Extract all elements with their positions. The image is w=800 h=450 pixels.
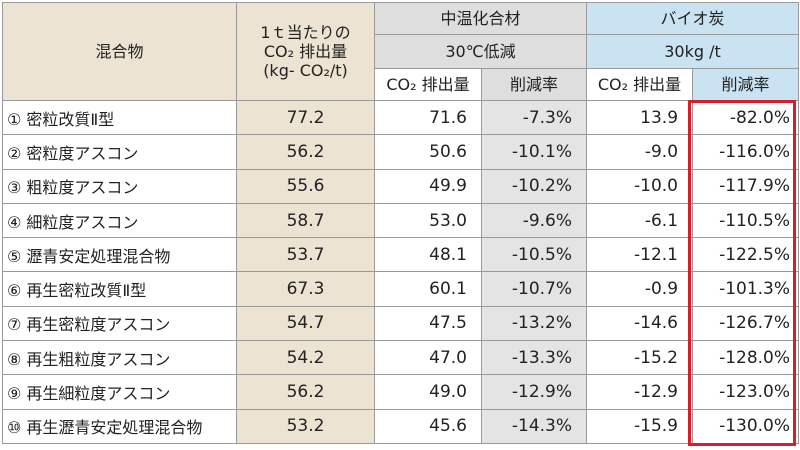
warm-co2: 49.0: [374, 374, 482, 410]
bio-rate: -123.0%: [692, 374, 800, 410]
warm-rate: -10.7%: [480, 271, 588, 307]
header-warm-rate: 削減率: [480, 68, 588, 101]
mixture-name: ⑧ 再生粗粒度アスコン: [2, 340, 237, 376]
bio-rate: -82.0%: [692, 99, 800, 136]
total-emission: 67.3: [236, 271, 375, 307]
bio-co2: -15.9: [586, 408, 694, 444]
mixture-name: ③ 粗粒度アスコン: [2, 168, 237, 204]
warm-co2: 45.6: [374, 408, 482, 444]
table-header: 混合物 1ｔ当たりの CO₂ 排出量 (kg- CO₂/t) 中温化合材 バイオ…: [2, 2, 800, 101]
header-per-ton-line1: 1ｔ当たりの: [260, 22, 351, 42]
warm-co2: 48.1: [374, 237, 482, 273]
header-bio-rate: 削減率: [692, 68, 800, 101]
bio-rate: -101.3%: [692, 271, 800, 307]
header-warm-mix-sub: 30℃低減: [373, 34, 588, 69]
header-per-ton-emission: 1ｔ当たりの CO₂ 排出量 (kg- CO₂/t): [236, 2, 375, 101]
bio-co2: 13.9: [586, 99, 694, 136]
total-emission: 58.7: [236, 202, 375, 239]
header-warm-mix: 中温化合材: [373, 2, 588, 35]
bio-co2: -15.2: [586, 340, 694, 376]
header-warm-co2: CO₂ 排出量: [374, 68, 482, 101]
bio-rate: -126.7%: [692, 305, 800, 342]
warm-rate: -9.6%: [480, 202, 588, 239]
header-biochar-sub: 30kg /t: [586, 34, 800, 69]
warm-co2: 47.5: [374, 305, 482, 342]
table-row: ⑤ 瀝青安定処理混合物 53.7 48.1 -10.5% -12.1 -122.…: [2, 237, 800, 273]
header-mixture: 混合物: [2, 2, 237, 101]
warm-rate: -10.1%: [480, 134, 588, 170]
warm-co2: 50.6: [374, 134, 482, 170]
warm-rate: -13.3%: [480, 340, 588, 376]
warm-rate: -12.9%: [480, 374, 588, 410]
bio-rate: -128.0%: [692, 340, 800, 376]
total-emission: 77.2: [236, 99, 375, 136]
mixture-name: ⑦ 再生密粒度アスコン: [2, 305, 237, 342]
total-emission: 53.2: [236, 408, 375, 444]
warm-co2: 60.1: [374, 271, 482, 307]
table-row: ⑥ 再生密粒改質Ⅱ型 67.3 60.1 -10.7% -0.9 -101.3%: [2, 271, 800, 307]
warm-co2: 49.9: [374, 168, 482, 204]
table-row: ④ 細粒度アスコン 58.7 53.0 -9.6% -6.1 -110.5%: [2, 202, 800, 239]
bio-co2: -12.9: [586, 374, 694, 410]
table-row: ① 密粒改質Ⅱ型 77.2 71.6 -7.3% 13.9 -82.0%: [2, 99, 800, 136]
warm-co2: 71.6: [374, 99, 482, 136]
header-per-ton-line2: CO₂ 排出量: [263, 41, 348, 61]
bio-co2: -12.1: [586, 237, 694, 273]
warm-rate: -14.3%: [480, 408, 588, 444]
bio-rate: -130.0%: [692, 408, 800, 444]
mixture-name: ⑨ 再生細粒度アスコン: [2, 374, 237, 410]
warm-rate: -7.3%: [480, 99, 588, 136]
bio-co2: -10.0: [586, 168, 694, 204]
warm-co2: 47.0: [374, 340, 482, 376]
header-per-ton-line3: (kg- CO₂/t): [263, 61, 348, 81]
mixture-name: ⑥ 再生密粒改質Ⅱ型: [2, 271, 237, 307]
total-emission: 55.6: [236, 168, 375, 204]
mixture-name: ⑤ 瀝青安定処理混合物: [2, 237, 237, 273]
total-emission: 54.2: [236, 340, 375, 376]
bio-rate: -110.5%: [692, 202, 800, 239]
bio-co2: -6.1: [586, 202, 694, 239]
bio-rate: -122.5%: [692, 237, 800, 273]
table-row: ② 密粒度アスコン 56.2 50.6 -10.1% -9.0 -116.0%: [2, 134, 800, 170]
mixture-name: ① 密粒改質Ⅱ型: [2, 99, 237, 136]
warm-rate: -13.2%: [480, 305, 588, 342]
mixture-name: ② 密粒度アスコン: [2, 134, 237, 170]
table-row: ⑨ 再生細粒度アスコン 56.2 49.0 -12.9% -12.9 -123.…: [2, 374, 800, 410]
table-row: ⑦ 再生密粒度アスコン 54.7 47.5 -13.2% -14.6 -126.…: [2, 305, 800, 342]
warm-rate: -10.2%: [480, 168, 588, 204]
bio-co2: -0.9: [586, 271, 694, 307]
table-body: ① 密粒改質Ⅱ型 77.2 71.6 -7.3% 13.9 -82.0% ② 密…: [2, 99, 800, 444]
total-emission: 56.2: [236, 374, 375, 410]
bio-rate: -117.9%: [692, 168, 800, 204]
header-bio-co2: CO₂ 排出量: [586, 68, 694, 101]
bio-rate: -116.0%: [692, 134, 800, 170]
total-emission: 53.7: [236, 237, 375, 273]
table-row: ⑧ 再生粗粒度アスコン 54.2 47.0 -13.3% -15.2 -128.…: [2, 340, 800, 376]
mixture-name: ④ 細粒度アスコン: [2, 202, 237, 239]
total-emission: 54.7: [236, 305, 375, 342]
warm-co2: 53.0: [374, 202, 482, 239]
mixture-name: ⑩ 再生瀝青安定処理混合物: [2, 408, 237, 444]
table-row: ③ 粗粒度アスコン 55.6 49.9 -10.2% -10.0 -117.9%: [2, 168, 800, 204]
bio-co2: -9.0: [586, 134, 694, 170]
header-biochar: バイオ炭: [586, 2, 800, 35]
warm-rate: -10.5%: [480, 237, 588, 273]
table-row: ⑩ 再生瀝青安定処理混合物 53.2 45.6 -14.3% -15.9 -13…: [2, 408, 800, 444]
bio-co2: -14.6: [586, 305, 694, 342]
total-emission: 56.2: [236, 134, 375, 170]
co2-emission-table: 混合物 1ｔ当たりの CO₂ 排出量 (kg- CO₂/t) 中温化合材 バイオ…: [2, 2, 800, 444]
